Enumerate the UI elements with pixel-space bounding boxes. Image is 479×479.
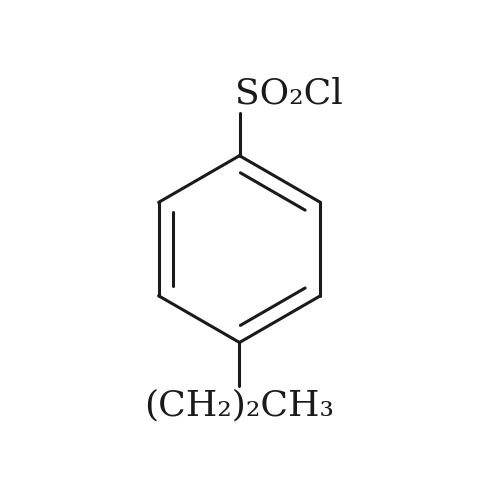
Text: (CH₂)₂CH₃: (CH₂)₂CH₃ bbox=[145, 388, 334, 422]
Text: SO₂Cl: SO₂Cl bbox=[235, 76, 342, 110]
